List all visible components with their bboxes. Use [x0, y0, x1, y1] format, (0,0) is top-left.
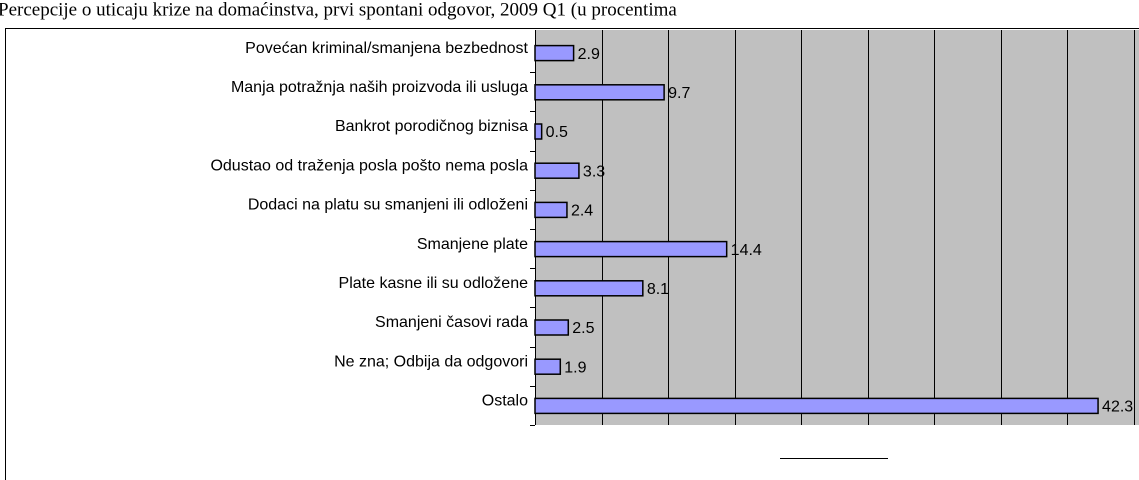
- y-tick-label: Bankrot porodičnog biznisa: [335, 118, 528, 135]
- chart-title: Percepcije o uticaju krize na domaćinstv…: [0, 0, 677, 20]
- value-label: 1.9: [564, 359, 586, 376]
- y-tick-label: Plate kasne ili su odložene: [339, 275, 529, 292]
- bar: [534, 201, 568, 219]
- y-tick-label: Ne zna; Odbija da odgovori: [334, 353, 528, 370]
- value-label: 14.4: [731, 242, 762, 259]
- y-tick-label: Smanjeni časovi rada: [375, 314, 528, 331]
- value-label: 2.9: [578, 46, 600, 63]
- value-label: 8.1: [647, 281, 669, 298]
- value-label: 2.4: [571, 203, 593, 220]
- y-tick-label: Ostalo: [482, 393, 528, 410]
- value-label: 3.3: [583, 163, 605, 180]
- bar: [534, 123, 543, 140]
- value-label: 0.5: [546, 124, 568, 141]
- bar: [534, 162, 580, 179]
- bar: [534, 240, 728, 258]
- value-label: 9.7: [668, 85, 690, 102]
- y-tick-label: Dodaci na platu su smanjeni ili odloženi: [248, 197, 528, 214]
- value-label: 2.5: [572, 320, 594, 337]
- value-label: 42.3: [1102, 399, 1133, 416]
- y-tick-label: Smanjene plate: [417, 236, 528, 253]
- bar: [534, 319, 570, 336]
- bar: [534, 358, 562, 375]
- y-tick-label: Povećan kriminal/smanjena bezbednost: [245, 40, 528, 57]
- bar: [534, 397, 1099, 415]
- y-tick-label: Manja potražnja naših proizvoda ili uslu…: [231, 79, 528, 96]
- bar: [534, 84, 665, 101]
- bar: [534, 44, 575, 62]
- bar: [534, 280, 644, 297]
- y-tick-label: Odustao od traženja posla pošto nema pos…: [210, 157, 528, 174]
